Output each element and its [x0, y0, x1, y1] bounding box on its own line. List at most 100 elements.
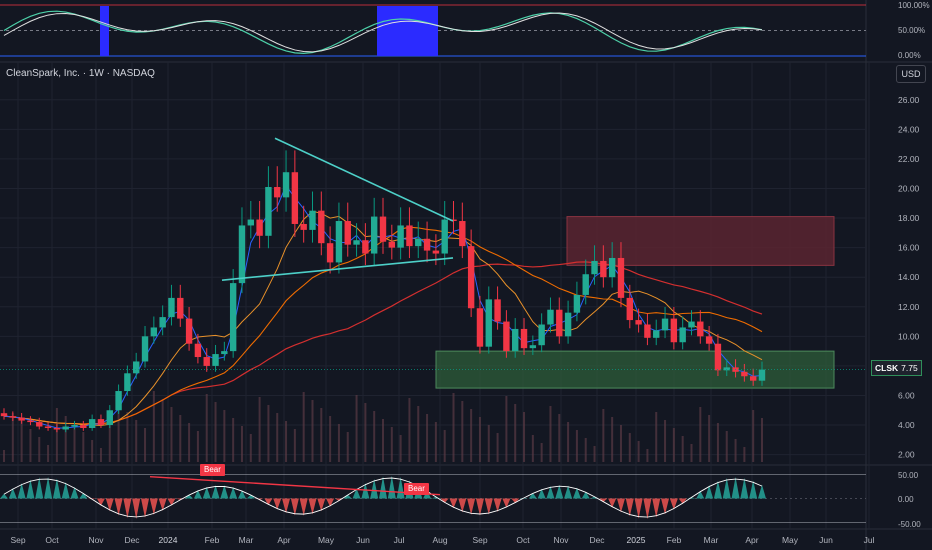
- candle-body: [88, 419, 96, 428]
- candle-body: [335, 221, 343, 263]
- candle-body: [344, 221, 351, 245]
- volume-bar: [646, 449, 649, 462]
- candle-body: [591, 260, 598, 275]
- y-tick-label: 22.00: [898, 154, 920, 164]
- last-price-tag: CLSK 7.75: [871, 360, 922, 376]
- volume-bar: [293, 429, 296, 462]
- volume-bar: [373, 411, 376, 462]
- candle-body: [36, 422, 43, 427]
- oscillator-area: [211, 485, 220, 499]
- oscillator-area: [511, 498, 520, 504]
- candle-body: [256, 219, 263, 236]
- volume-bar: [523, 412, 526, 462]
- bottom-panel-tick: 50.00: [898, 471, 919, 480]
- oscillator-area: [220, 485, 229, 499]
- x-tick-label: Feb: [667, 535, 682, 545]
- volume-bar: [99, 448, 102, 462]
- candle-body: [432, 250, 440, 254]
- oscillator-area: [26, 479, 35, 499]
- candle-body: [467, 246, 475, 309]
- volume-bar: [761, 418, 763, 462]
- oscillator-area: [282, 498, 291, 514]
- x-tick-label: May: [782, 535, 799, 545]
- candle-body: [485, 299, 492, 347]
- candle-body: [547, 309, 554, 325]
- candle-body: [688, 321, 695, 328]
- volume-bar: [232, 418, 235, 462]
- candle-body: [741, 371, 748, 377]
- candle-body: [749, 376, 757, 381]
- oscillator-area: [361, 483, 370, 499]
- demand-zone: [435, 350, 835, 389]
- y-tick-label: 18.00: [898, 213, 920, 223]
- candle-body: [635, 320, 642, 325]
- volume-bar: [390, 427, 393, 462]
- candle-body: [370, 216, 378, 254]
- candle-body: [388, 241, 396, 248]
- volume-bar: [355, 395, 358, 462]
- bear-label: Bear: [200, 464, 225, 476]
- x-tick-label: Jul: [864, 535, 875, 545]
- supply-zone: [566, 216, 835, 266]
- x-tick-label: Dec: [124, 535, 140, 545]
- candle-body: [212, 354, 219, 366]
- oscillator-area: [17, 483, 26, 499]
- volume-bar: [161, 399, 164, 462]
- top-panel-tick: 100.00%: [898, 1, 930, 10]
- x-tick-label: May: [318, 535, 335, 545]
- oscillator-area: [132, 498, 141, 519]
- volume-bar: [417, 406, 420, 462]
- candle-body: [124, 373, 131, 392]
- top-panel-tick: 50.00%: [898, 26, 925, 35]
- volume-bar: [593, 446, 596, 462]
- volume-bar: [619, 425, 622, 462]
- oscillator-area: [440, 498, 449, 503]
- oscillator-area: [696, 490, 705, 499]
- x-tick-label: Apr: [277, 535, 290, 545]
- oscillator-area: [52, 478, 61, 499]
- volume-bar: [205, 394, 208, 462]
- currency-button[interactable]: USD: [896, 65, 926, 83]
- candle-body: [300, 223, 307, 230]
- oscillator-area: [114, 498, 123, 516]
- y-tick-label: 10.00: [898, 331, 920, 341]
- oscillator-area: [326, 498, 335, 507]
- candle-body: [168, 297, 175, 318]
- extreme-zone: [100, 6, 109, 56]
- oscillator-area: [0, 493, 8, 499]
- volume-bar: [426, 414, 429, 462]
- candle-body: [670, 318, 678, 343]
- oscillator-area: [625, 498, 634, 517]
- volume-bar: [47, 445, 50, 462]
- oscillator-area: [8, 488, 17, 499]
- oscillator-area: [749, 480, 758, 499]
- volume-bar: [258, 397, 261, 462]
- volume-bar: [584, 438, 587, 462]
- candle-body: [512, 328, 519, 352]
- volume-bar: [655, 412, 658, 462]
- candle-body: [353, 240, 360, 245]
- candle-body: [564, 312, 572, 337]
- volume-bar: [55, 408, 58, 462]
- candle-body: [556, 309, 563, 337]
- volume-bar: [567, 422, 570, 462]
- candle-body: [697, 321, 704, 337]
- oscillator-area: [317, 498, 326, 512]
- volume-bar: [681, 436, 684, 462]
- candle-body: [177, 297, 184, 319]
- volume-bar: [311, 400, 314, 462]
- volume-bar: [144, 428, 147, 462]
- oscillator-area: [379, 476, 387, 499]
- oscillator-area: [167, 498, 176, 506]
- y-tick-label: 12.00: [898, 302, 920, 312]
- volume-bar: [382, 419, 384, 462]
- candle-body: [62, 426, 69, 430]
- candle-body: [326, 243, 334, 263]
- volume-bar: [302, 392, 305, 462]
- volume-bar: [549, 406, 552, 462]
- candle-body: [679, 327, 686, 343]
- volume-bar: [320, 408, 323, 462]
- candle-body: [705, 336, 713, 344]
- candle-body: [494, 299, 501, 322]
